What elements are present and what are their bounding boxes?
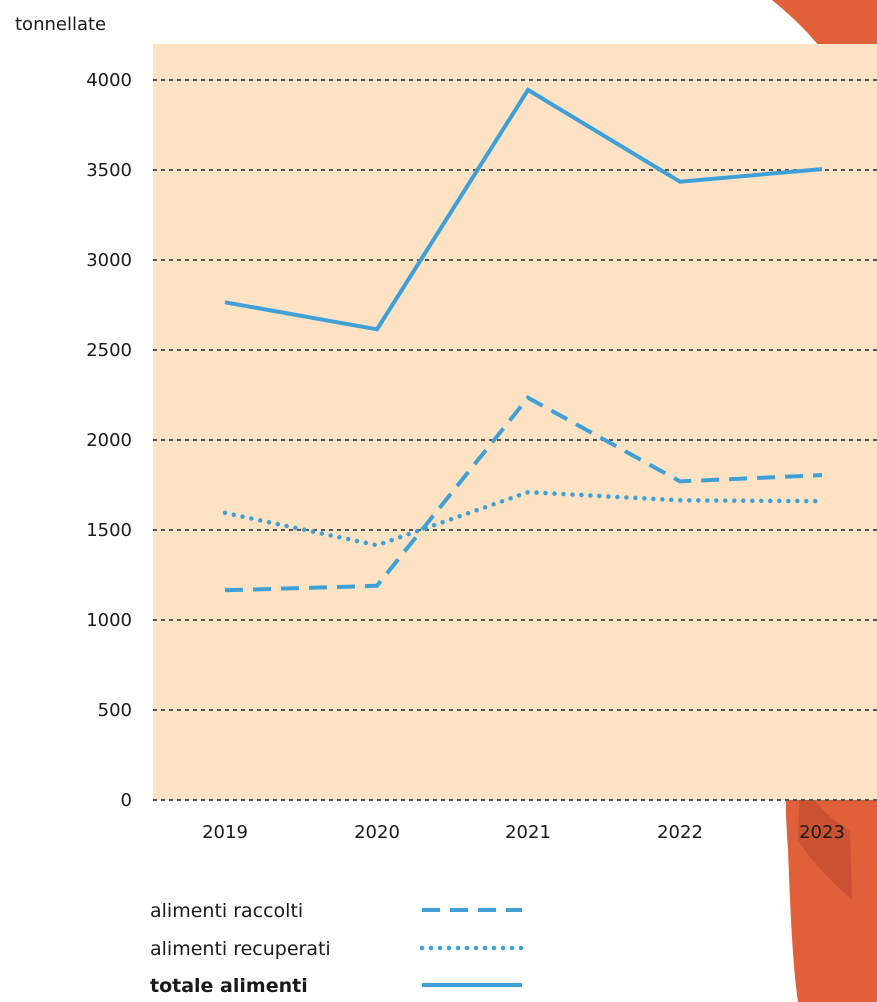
y-tick-label: 4000 — [86, 70, 132, 91]
x-tick-label: 2020 — [354, 822, 400, 843]
x-tick-label: 2021 — [505, 822, 551, 843]
series-lines — [222, 87, 825, 593]
legend: alimenti raccolti alimenti recuperati tota… — [150, 900, 525, 997]
x-axis-ticks: 2019 2020 2021 2022 2023 — [202, 822, 845, 843]
legend-label: alimenti recuperati — [150, 938, 331, 960]
gridlines — [153, 79, 877, 801]
plot-background — [153, 44, 877, 800]
x-tick-label: 2019 — [202, 822, 248, 843]
y-tick-label: 0 — [121, 790, 132, 811]
y-tick-label: 1000 — [86, 610, 132, 631]
y-tick-label: 3500 — [86, 160, 132, 181]
legend-label: totale alimenti — [150, 975, 308, 997]
y-tick-label: 2000 — [86, 430, 132, 451]
x-tick-label: 2022 — [657, 822, 703, 843]
y-tick-label: 2500 — [86, 340, 132, 361]
y-tick-label: 3000 — [86, 250, 132, 271]
y-tick-label: 1500 — [86, 520, 132, 541]
y-axis-ticks: 0 500 1000 1500 2000 2500 3000 3500 4000 — [86, 70, 132, 811]
y-axis-unit-label: tonnellate — [15, 14, 106, 35]
legend-label: alimenti raccolti — [150, 900, 303, 922]
decorative-orange-shade — [798, 780, 852, 900]
x-tick-label: 2023 — [799, 822, 845, 843]
y-tick-label: 500 — [98, 700, 132, 721]
